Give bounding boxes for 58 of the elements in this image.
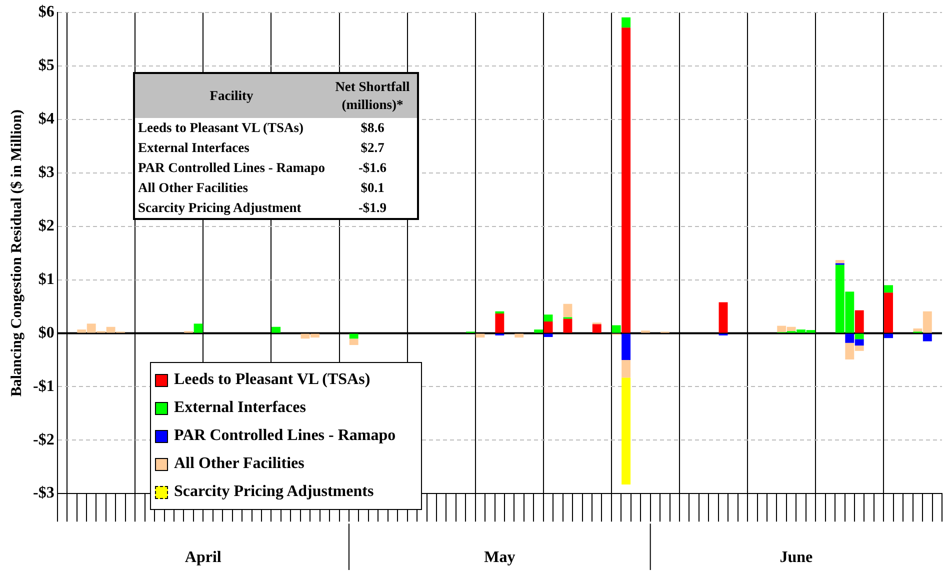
- bar: [349, 338, 358, 346]
- y-tick-label: $3: [38, 164, 54, 182]
- y-tick-label: -$1: [33, 378, 54, 395]
- bar: [592, 324, 602, 333]
- annotation: $0.1: [360, 179, 386, 197]
- y-tick-label: $4: [38, 110, 54, 128]
- bar: [349, 334, 358, 339]
- annotation: Leeds to Pleasant VL (TSAs): [137, 119, 305, 137]
- bar: [854, 310, 864, 333]
- y-tick-label: -$2: [33, 431, 54, 448]
- bar: [884, 285, 894, 293]
- bar: [884, 334, 894, 338]
- legend-label: All Other Facilities: [173, 454, 306, 474]
- y-tick-label: $0: [38, 324, 54, 342]
- bar: [622, 360, 631, 378]
- bar: [514, 334, 524, 338]
- annotation: -$1.6: [357, 159, 388, 177]
- bar: [563, 318, 572, 333]
- annotation: External Interfaces: [137, 139, 250, 157]
- bar: [534, 330, 544, 333]
- annotation: -$1.9: [357, 199, 388, 217]
- y-tick-label: $6: [38, 4, 54, 21]
- y-tick-label: $2: [38, 218, 54, 235]
- text: June: [780, 549, 813, 566]
- text: April: [184, 549, 222, 566]
- bar: [272, 326, 281, 333]
- annotation: All Other Facilities: [137, 179, 249, 197]
- bar: [622, 378, 631, 485]
- annotation: Facility: [134, 73, 328, 118]
- bar: [718, 302, 728, 333]
- bar: [194, 324, 203, 333]
- bar: [884, 292, 894, 333]
- bar: [544, 322, 553, 333]
- annotation: Scarcity Pricing Adjustment: [137, 199, 302, 217]
- legend-label: PAR Controlled Lines - Ramapo: [173, 426, 397, 446]
- bar: [563, 304, 572, 318]
- bar: [622, 17, 631, 28]
- bar: [922, 334, 932, 342]
- bar: [476, 334, 485, 338]
- bar: [495, 313, 504, 333]
- text: May: [484, 549, 516, 566]
- y-tick-label: $1: [38, 270, 54, 288]
- annotation: $2.7: [360, 139, 386, 157]
- legend-label: Leeds to Pleasant VL (TSAs): [173, 370, 372, 390]
- legend-label: External Interfaces: [173, 398, 307, 418]
- y-axis-title: Balancing Congestion Residual ($ in Million): [8, 110, 25, 397]
- y-tick-label: -$3: [33, 484, 54, 502]
- bar: [544, 314, 553, 322]
- annotation: $8.6: [360, 119, 386, 137]
- annotation: Net Shortfall (millions)*: [328, 73, 418, 118]
- bar: [612, 325, 621, 333]
- bar: [622, 28, 631, 333]
- bar: [854, 334, 864, 340]
- legend-label: Scarcity Pricing Adjustments: [173, 482, 375, 502]
- annotation: PAR Controlled Lines - Ramapo: [137, 159, 326, 177]
- bar: [622, 334, 631, 360]
- y-tick-label: $5: [38, 57, 54, 74]
- bar: [835, 260, 844, 264]
